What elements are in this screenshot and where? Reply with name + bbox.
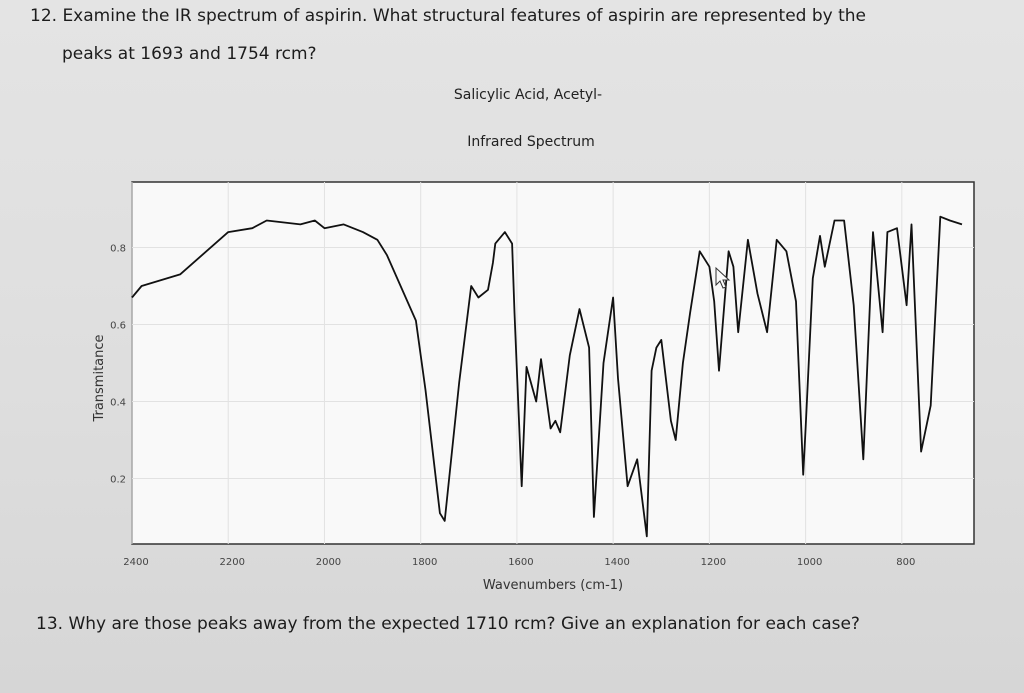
x-axis-label: Wavenumbers (cm-1) bbox=[483, 578, 623, 593]
y-axis-label: Transmitance bbox=[92, 334, 107, 422]
y-tick-label: 0.8 bbox=[110, 243, 126, 254]
x-tick-label: 1400 bbox=[604, 557, 629, 568]
x-tick-label: 1800 bbox=[412, 557, 437, 568]
question-13: 13. Why are those peaks away from the ex… bbox=[36, 614, 860, 634]
question-12-line1: 12. Examine the IR spectrum of aspirin. … bbox=[30, 6, 867, 26]
cursor-icon bbox=[715, 266, 731, 289]
x-tick-label: 2400 bbox=[123, 557, 148, 568]
chart-title-line1: Salicylic Acid, Acetyl- bbox=[454, 87, 602, 103]
y-tick-labels: 0.8 0.6 0.4 0.2 bbox=[110, 243, 126, 485]
y-tick-label: 0.2 bbox=[110, 475, 126, 486]
x-tick-labels: 2400 2200 2000 1800 1600 1400 1200 1000 800 bbox=[123, 557, 915, 568]
x-tick-label: 2000 bbox=[316, 557, 341, 568]
x-tick-label: 1200 bbox=[701, 557, 726, 568]
question-12-line2: peaks at 1693 and 1754 rcm? bbox=[62, 44, 317, 64]
x-tick-label: 1600 bbox=[508, 557, 533, 568]
grid-lines bbox=[131, 182, 974, 544]
y-tick-label: 0.4 bbox=[110, 398, 126, 409]
plot-area bbox=[131, 181, 975, 545]
x-tick-label: 2200 bbox=[220, 557, 245, 568]
chart-title-line2: Infrared Spectrum bbox=[467, 134, 595, 150]
y-tick-label: 0.6 bbox=[110, 320, 126, 331]
spectrum-line bbox=[131, 215, 963, 538]
x-tick-label: 1000 bbox=[797, 557, 822, 568]
x-tick-label: 800 bbox=[896, 557, 915, 568]
